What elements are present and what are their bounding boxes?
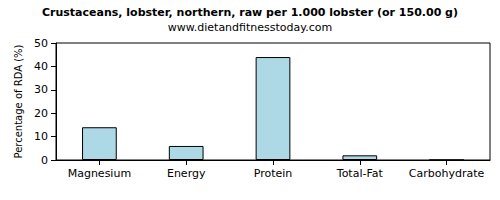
- svg-text:Carbohydrate: Carbohydrate: [409, 167, 485, 180]
- svg-text:40: 40: [34, 60, 48, 73]
- svg-text:Magnesium: Magnesium: [68, 167, 131, 180]
- svg-text:Crustaceans, lobster, northern: Crustaceans, lobster, northern, raw per …: [42, 6, 458, 19]
- svg-text:Energy: Energy: [167, 167, 206, 180]
- svg-text:50: 50: [34, 37, 48, 50]
- svg-text:Total-Fat: Total-Fat: [336, 167, 384, 180]
- svg-text:Protein: Protein: [254, 167, 293, 180]
- svg-text:Percentage of RDA (%): Percentage of RDA (%): [13, 44, 24, 158]
- svg-text:30: 30: [34, 83, 48, 96]
- svg-text:10: 10: [34, 130, 48, 143]
- svg-text:20: 20: [34, 107, 48, 120]
- svg-text:0: 0: [41, 154, 48, 167]
- svg-text:www.dietandfitnesstoday.com: www.dietandfitnesstoday.com: [168, 21, 332, 34]
